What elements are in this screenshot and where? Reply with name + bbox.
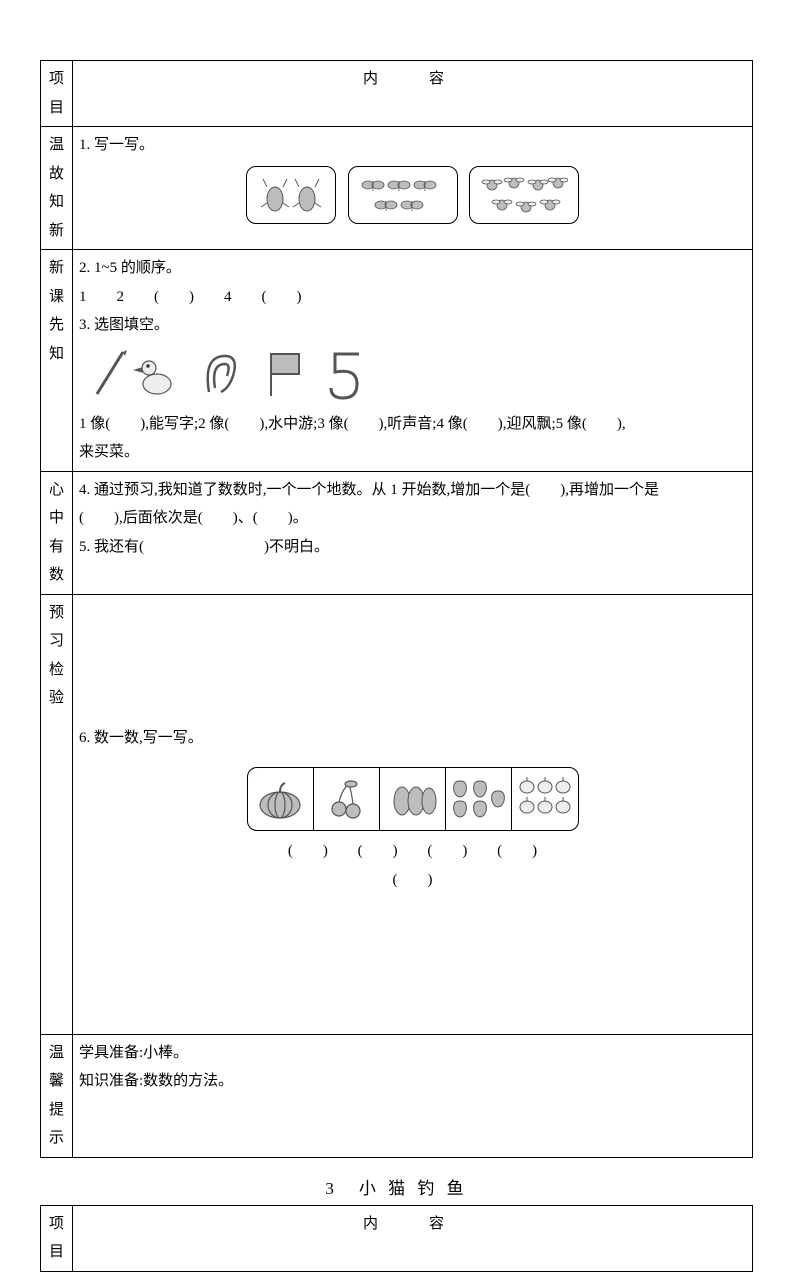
header2-row: 项目 内 容 [41,1205,753,1271]
row4-label: 预习检验 [41,594,73,1034]
header-col2: 内 容 [73,61,753,127]
cherries-icon [321,777,371,821]
ans-d: ( ) [484,837,550,866]
q2-seq: 1 2 ( ) 4 ( ) [79,283,746,312]
header-row: 项目 内 容 [41,61,753,127]
row2-label: 新课先知 [41,250,73,472]
row-wenxin: 温馨提示 学具准备:小棒。 知识准备:数数的方法。 [41,1034,753,1157]
ans-b: ( ) [345,837,411,866]
row2-content: 2. 1~5 的顺序。 1 2 ( ) 4 ( ) 3. 选图填空。 [73,250,753,472]
worksheet-table-2: 项目 内 容 [40,1205,753,1272]
header2-col1: 项目 [41,1205,73,1271]
peppers-icon [387,777,437,821]
q4-line-b: ( ),后面依次是( )、( )。 [79,504,746,533]
bugs-icon [257,173,325,217]
q1-images [79,160,746,234]
cell-pepper [380,768,446,830]
cell-pumpkin [248,768,314,830]
ans-e: ( ) [380,866,446,895]
q3-text: 3. 选图填空。 [79,311,746,340]
q2-text: 2. 1~5 的顺序。 [79,254,746,283]
bee-box [469,166,579,224]
ans-c: ( ) [414,837,480,866]
q6-text: 6. 数一数,写一写。 [79,724,746,753]
header-col1: 项目 [41,61,73,127]
garlic-icon [515,775,575,823]
worksheet-table: 项目 内 容 温故知新 1. 写一写。 [40,60,753,1158]
header2-col2: 内 容 [73,1205,753,1271]
cell-garlic [512,768,578,830]
shapes-1to5-icon [79,346,379,400]
q3-line-b: 来买菜。 [79,438,746,467]
q3-line-a: 1 像( ),能写字;2 像( ),水中游;3 像( ),听声音;4 像( ),… [79,410,746,439]
q6-answers: ( ) ( ) ( ) ( ) ( ) [243,837,583,894]
row-xinzhong: 心中有数 4. 通过预习,我知道了数数时,一个一个地数。从 1 开始数,增加一个… [41,471,753,594]
next-section-title: 3 小 猫 钓 鱼 [40,1174,753,1199]
row5-label: 温馨提示 [41,1034,73,1157]
butterflies-icon [359,173,447,217]
q5-text: 5. 我还有( )不明白。 [79,533,746,562]
row1-label: 温故知新 [41,127,73,250]
row5-line2: 知识准备:数数的方法。 [79,1067,746,1096]
row1-content: 1. 写一写。 [73,127,753,250]
row3-label: 心中有数 [41,471,73,594]
q4-line-a: 4. 通过预习,我知道了数数时,一个一个地数。从 1 开始数,增加一个是( ),… [79,476,746,505]
butterfly-box [348,166,458,224]
row-wenguzhi-xin: 温故知新 1. 写一写。 [41,127,753,250]
row-xinke: 新课先知 2. 1~5 的顺序。 1 2 ( ) 4 ( ) 3. 选图填空。 [41,250,753,472]
cell-strawberry [446,768,512,830]
row4-content: 6. 数一数,写一写。 [73,594,753,1034]
bug-box [246,166,336,224]
pumpkin-icon [255,777,305,821]
row-yuxi: 预习检验 6. 数一数,写一写。 [41,594,753,1034]
row5-content: 学具准备:小棒。 知识准备:数数的方法。 [73,1034,753,1157]
bees-icon [480,173,568,217]
q1-text: 1. 写一写。 [79,131,746,160]
row3-content: 4. 通过预习,我知道了数数时,一个一个地数。从 1 开始数,增加一个是( ),… [73,471,753,594]
cell-cherry [314,768,380,830]
q6-grid: ( ) ( ) ( ) ( ) ( ) [79,761,746,905]
count-grid [247,767,579,831]
strawberries-icon [448,775,508,823]
ans-a: ( ) [275,837,341,866]
q3-figures [79,340,746,410]
row5-line1: 学具准备:小棒。 [79,1039,746,1068]
